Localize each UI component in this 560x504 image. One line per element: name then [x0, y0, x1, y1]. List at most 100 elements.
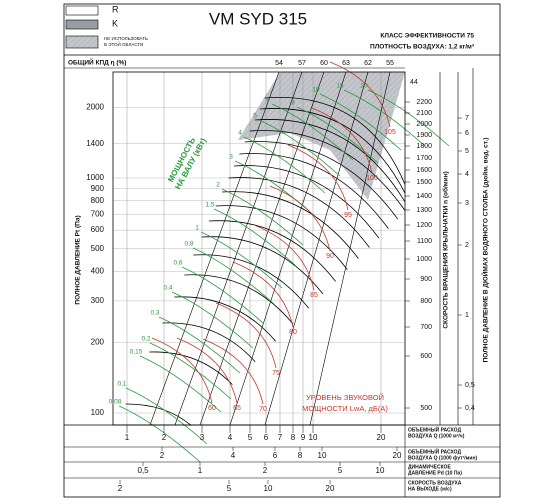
fan-curve [254, 119, 406, 203]
y-tick-label: 1400 [86, 139, 104, 148]
sound-tick-label: 75 [272, 370, 280, 377]
sound-tick-label: 105 [384, 129, 396, 136]
efficiency-line [264, 71, 369, 426]
sound-tick-label: 80 [289, 329, 297, 336]
fan-curve [222, 191, 359, 259]
sound-line [176, 337, 238, 404]
y-tick-label: 900 [91, 184, 105, 193]
legend-label: НЕ ИСПОЛЬЗОВАТЬ [104, 36, 148, 41]
sound-tick-label: 90 [326, 253, 334, 260]
sound-tick-label: 100 [366, 175, 378, 182]
row-tick-label: 10 [309, 433, 318, 442]
y-tick-label: 800 [91, 196, 105, 205]
row-tick-label: 7 [278, 433, 283, 442]
fan-curve [193, 254, 310, 309]
legend-label: K [112, 18, 118, 28]
speed-tick-label: 800 [420, 298, 432, 305]
speed-tick-label: 1500 [416, 179, 432, 186]
y-tick-label: 500 [91, 244, 105, 253]
power-line [149, 342, 232, 400]
power-tick-label: 0,1 [117, 381, 126, 388]
inch-tick-label: 6 [465, 130, 469, 137]
speed-tick-label: 2100 [416, 110, 432, 117]
fan-curve [162, 322, 256, 363]
power-tick-label: 0,15 [130, 349, 143, 356]
fan-curve [228, 177, 370, 248]
fan-curve [125, 403, 192, 426]
row-tick-label: 10 [264, 484, 273, 493]
speed-tick-label: 1900 [416, 132, 432, 139]
speed-tick-label: 1200 [416, 222, 432, 229]
inch-tick-label: 2 [465, 242, 469, 249]
power-line [271, 103, 354, 161]
y-tick-label: 200 [91, 337, 105, 346]
sound-tick-label: 70 [259, 406, 267, 413]
row-tick-label: 4 [231, 451, 236, 460]
sound-tick-label: 65 [233, 405, 241, 412]
efficiency-axis-label: ОБЩИЙ КПД η (%) [68, 58, 126, 67]
power-line [213, 208, 296, 266]
efficiency-tick-label: 63 [342, 60, 350, 67]
power-tick-label: 0,08 [109, 399, 122, 406]
speed-tick-label: 1800 [416, 143, 432, 150]
legend-swatch [65, 5, 99, 16]
row-label: ДАВЛЕНИЕ Pd (10 Па) [408, 470, 462, 476]
row-tick-label: 2 [263, 466, 268, 475]
speed-tick-label: 1000 [416, 256, 432, 263]
row-tick-label: 2 [160, 451, 165, 460]
row-label: ОБЪЕМНЫЙ РАСХОД [408, 425, 461, 433]
inch-tick-label: 3 [465, 200, 469, 207]
power-tick-label: 15 [336, 83, 344, 90]
efficiency-line [309, 71, 391, 426]
row-tick-label: 2 [118, 484, 123, 493]
power-tick-label: 2 [216, 182, 220, 189]
y-tick-label: 600 [91, 225, 105, 234]
efficiency-class: КЛАСС ЭФФЕКТИВНОСТИ 75 [380, 33, 474, 40]
power-line [343, 89, 426, 147]
power-tick-label: 0,6 [173, 260, 182, 267]
fan-curve [208, 220, 336, 282]
efficiency-tick-label: 57 [298, 60, 306, 67]
power-line [243, 136, 326, 194]
row-label: НА ВЫХОДЕ (м/с) [408, 486, 452, 492]
row-tick-label: 6 [273, 451, 278, 460]
row-tick-label: 5 [248, 433, 253, 442]
sound-line [232, 261, 294, 328]
power-tick-label: 0,3 [150, 310, 159, 317]
power-tick-label: 4 [238, 130, 242, 137]
inch-tick-label: 4 [465, 171, 469, 178]
y-tick-label: 300 [91, 296, 105, 305]
sound-label: УРОВЕНЬ ЗВУКОВОЙ [306, 393, 384, 402]
power-tick-label: 10 [312, 87, 320, 94]
fan-curve [215, 205, 348, 270]
speed-tick-label: 1600 [416, 167, 432, 174]
speed-tick-label: 1100 [417, 238, 432, 245]
efficiency-tick-label: 54 [275, 60, 283, 67]
speed-tick-label: 2200 [416, 99, 432, 106]
row-tick-label: 4 [228, 433, 233, 442]
power-line [296, 106, 379, 164]
efficiency-line [149, 71, 280, 426]
fan-curve [244, 141, 399, 220]
legend-label: R [112, 4, 119, 14]
speed-tick-label: 600 [420, 353, 432, 360]
row-tick-label: 0,5 [137, 466, 149, 475]
power-line [258, 119, 341, 177]
efficiency-line [229, 71, 347, 426]
efficiency-tick-label: 55 [386, 60, 394, 67]
fan-curve [239, 153, 389, 229]
row-tick-label: 9 [301, 433, 306, 442]
sound-line [287, 144, 349, 211]
efficiency-tick-label: 44 [410, 79, 418, 86]
efficiency-line [199, 71, 325, 426]
row-tick-label: 10 [318, 451, 327, 460]
power-tick-label: 0,4 [163, 285, 172, 292]
power-line [158, 316, 241, 374]
row-label: ДИНАМИЧЕСКОЕ [408, 464, 452, 470]
title: VM SYD 315 [209, 9, 307, 28]
sound-tick-label: 95 [344, 212, 352, 219]
inch-tick-label: 1 [465, 312, 469, 319]
row-tick-label: 20 [393, 451, 402, 460]
power-line [200, 231, 283, 289]
inch-tick-label: 0,4 [465, 405, 475, 412]
